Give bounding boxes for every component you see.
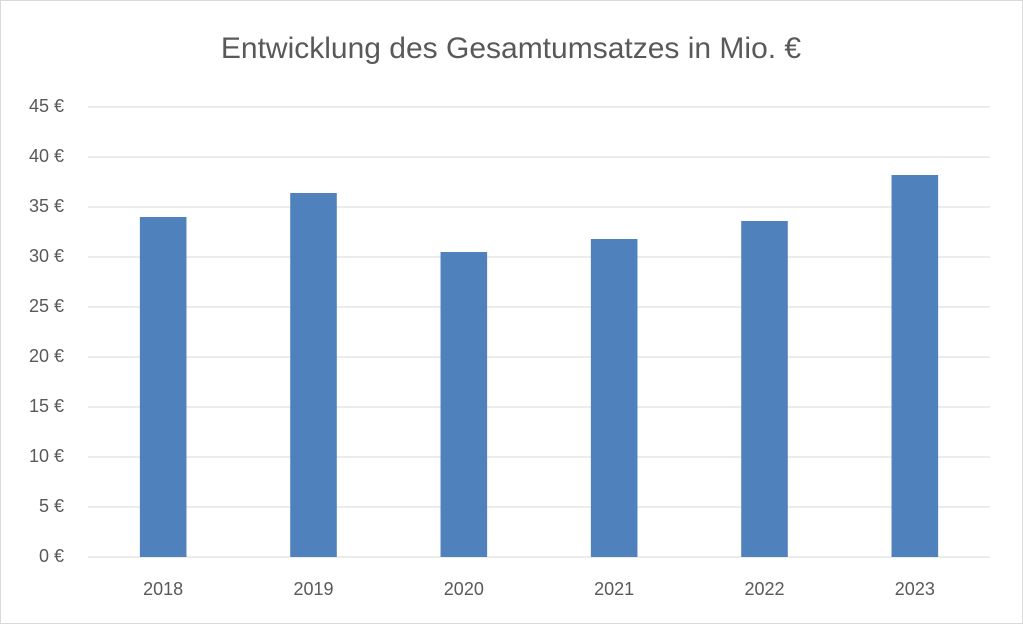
bar bbox=[590, 239, 638, 557]
x-tick-label: 2018 bbox=[143, 579, 183, 599]
y-tick-label: 0 € bbox=[39, 546, 64, 566]
x-tick-label: 2022 bbox=[744, 579, 784, 599]
x-tick-label: 2020 bbox=[444, 579, 484, 599]
bar bbox=[139, 217, 187, 557]
x-tick-label: 2019 bbox=[293, 579, 333, 599]
y-tick-label: 35 € bbox=[29, 196, 64, 216]
bar bbox=[290, 193, 337, 557]
y-tick-label: 5 € bbox=[39, 496, 64, 516]
y-tick-label: 45 € bbox=[29, 96, 64, 116]
x-tick-label: 2023 bbox=[895, 579, 935, 599]
y-tick-label: 20 € bbox=[29, 346, 64, 366]
y-tick-label: 15 € bbox=[29, 396, 64, 416]
bar bbox=[741, 221, 788, 557]
y-tick-label: 30 € bbox=[29, 246, 64, 266]
x-tick-label: 2021 bbox=[594, 579, 634, 599]
bar bbox=[440, 252, 488, 557]
y-tick-label: 40 € bbox=[29, 146, 64, 166]
y-tick-label: 10 € bbox=[29, 446, 64, 466]
y-tick-label: 25 € bbox=[29, 296, 64, 316]
chart-title: Entwicklung des Gesamtumsatzes in Mio. € bbox=[221, 32, 802, 65]
bar bbox=[891, 175, 939, 557]
